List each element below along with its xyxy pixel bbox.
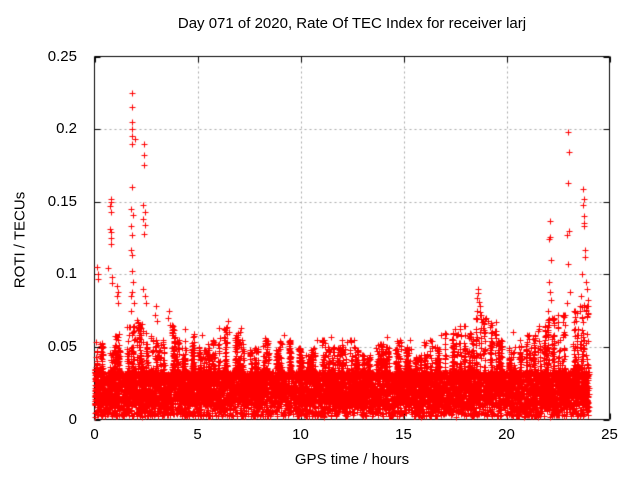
x-tick-label: 10: [292, 426, 309, 443]
y-tick-label: 0.15: [47, 192, 77, 210]
y-tick-label: 0.05: [47, 337, 77, 355]
chart-title: Day 071 of 2020, Rate Of TEC Index for r…: [177, 15, 527, 32]
y-tick-label: 0.1: [56, 265, 77, 283]
y-tick-label: 0.25: [47, 47, 77, 65]
x-tick-label: 15: [395, 426, 412, 443]
x-tick-label: 5: [193, 426, 202, 443]
y-axis-label: ROTI / TECUs: [11, 191, 29, 289]
x-tick-label: 20: [498, 426, 515, 443]
x-tick-label: 0: [90, 426, 99, 443]
x-tick-label: 25: [601, 426, 618, 443]
y-tick-label: 0.2: [56, 120, 77, 138]
y-tick-label: 0: [68, 410, 77, 428]
x-axis-label: GPS time / hours: [294, 451, 410, 468]
